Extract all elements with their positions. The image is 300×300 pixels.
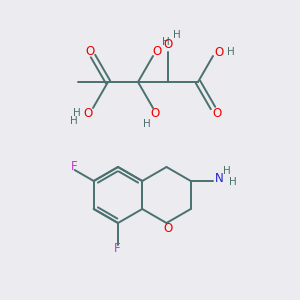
Text: H: H (73, 108, 81, 118)
Text: O: O (164, 38, 172, 50)
Text: O: O (152, 44, 162, 58)
Text: H: H (143, 119, 151, 129)
Text: F: F (114, 242, 120, 254)
Text: H: H (227, 47, 235, 57)
Text: O: O (164, 221, 173, 235)
Text: H: H (229, 177, 237, 187)
Text: O: O (83, 107, 93, 121)
Text: O: O (85, 44, 94, 58)
Text: O: O (212, 107, 222, 121)
Text: O: O (214, 46, 224, 59)
Text: N: N (215, 172, 224, 185)
Text: H: H (162, 37, 170, 47)
Text: H: H (173, 30, 181, 40)
Text: F: F (70, 160, 77, 173)
Text: H: H (70, 116, 78, 126)
Text: O: O (150, 107, 160, 121)
Text: H: H (223, 166, 231, 176)
